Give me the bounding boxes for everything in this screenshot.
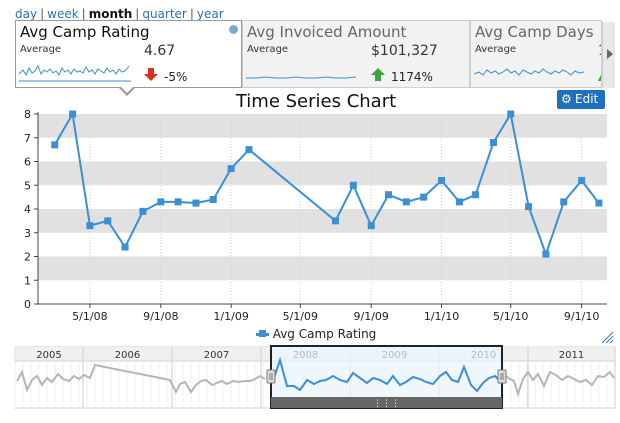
period-nav: day | week | month | quarter | year [15,7,224,21]
period-link-week[interactable]: week [47,7,79,21]
kpi-pointer-inner [120,86,134,93]
kpi-title: Avg Invoiced Amount [247,23,407,41]
period-separator: | [40,7,45,21]
kpi-value: $101,327 [371,43,438,59]
kpi-change: -5% [164,70,188,84]
sparkline [19,64,131,82]
navigator-handle-right[interactable] [497,369,507,384]
kpi-subtitle: Average [20,44,62,55]
edit-button[interactable]: ⚙ Edit [557,90,605,109]
period-link-day[interactable]: day [15,7,38,21]
chart-title: Time Series Chart [235,91,397,112]
period-link-year[interactable]: year [196,7,224,21]
kpi-value: 1 [598,43,601,59]
gear-icon: ⚙ [561,92,572,106]
navigator-series-right [501,370,615,398]
period-separator: | [189,7,194,21]
resize-grip-icon[interactable] [600,330,614,344]
arrow-up-icon [371,68,385,81]
kpi-title: Avg Camp Rating [20,23,150,41]
sparkline [474,68,585,76]
kpi-card-avg-camp-days[interactable]: Avg Camp Days Average 1 [470,20,602,88]
kpi-value: 4.67 [144,43,176,59]
drag-grip-icon[interactable]: ⋮⋮⋮ [373,399,400,409]
kpi-subtitle: Average [247,44,289,55]
chart-legend[interactable]: Avg Camp Rating [0,327,620,341]
legend-swatch [255,330,269,337]
navigator-year-label: 2007 [204,350,229,361]
period-link-quarter[interactable]: quarter [142,7,187,21]
kpi-menu-dot[interactable] [229,25,238,34]
period-link-month[interactable]: month [88,7,133,21]
kpi-subtitle: Average [475,44,517,55]
kpi-strip: Avg Camp Rating Average 4.67 -5% Avg Inv… [15,20,615,90]
kpi-change: 1174% [391,70,433,84]
navigator-year-label: 2006 [115,350,140,361]
navigator-year-label: 2005 [36,350,61,361]
edit-button-label: Edit [575,92,599,106]
legend-label: Avg Camp Rating [272,327,377,341]
period-separator: | [135,7,140,21]
arrow-up-icon [598,74,601,81]
arrow-down-icon [144,68,158,81]
navigator-series-left [16,363,266,395]
chevron-right-icon[interactable] [602,22,615,88]
kpi-title: Avg Camp Days [475,23,594,41]
navigator-scrollbar[interactable] [271,397,502,408]
navigator-handle-left[interactable] [266,369,276,384]
sparkline [246,76,357,79]
navigator-year-label: 2011 [559,350,584,361]
period-separator: | [81,7,86,21]
navigator-series-selected [273,356,501,393]
kpi-card-avg-invoiced-amount[interactable]: Avg Invoiced Amount Average $101,327 117… [242,20,470,88]
